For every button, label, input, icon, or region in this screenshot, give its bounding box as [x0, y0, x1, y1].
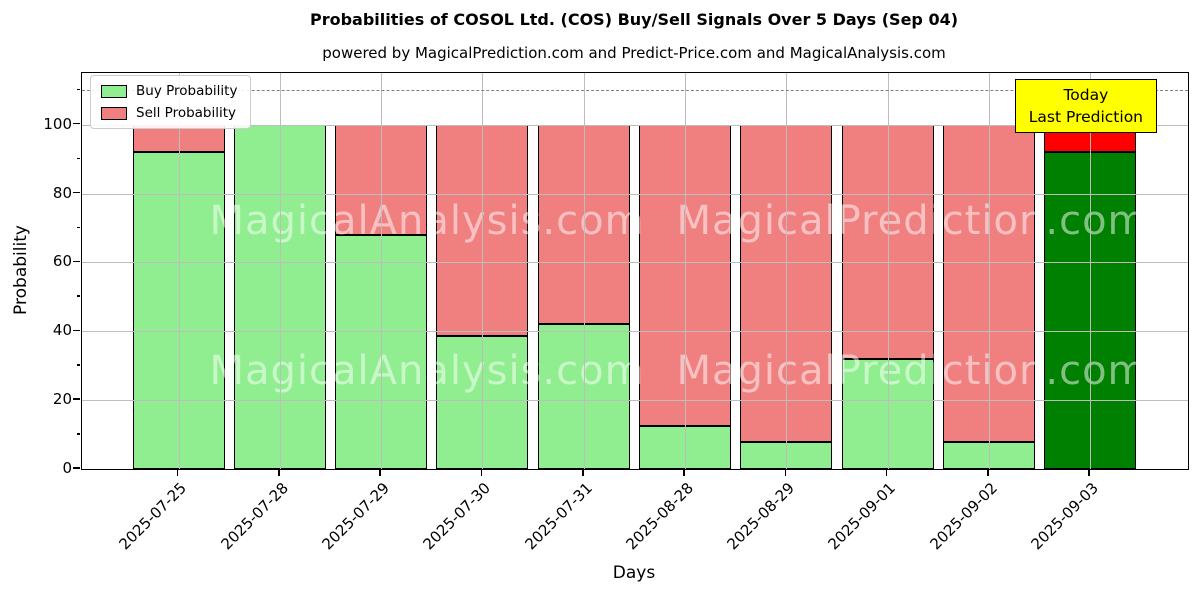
y-minor-tick-110	[76, 88, 80, 91]
x-tick-label-2025-08-29: 2025-08-29	[723, 479, 799, 554]
sell-color-swatch	[101, 106, 127, 120]
x-tick-label-2025-07-28: 2025-07-28	[217, 479, 292, 554]
today-annotation: Today Last Prediction	[1014, 79, 1157, 133]
annotation-line-1: Today	[1063, 86, 1109, 104]
x-tick-label-2025-08-28: 2025-08-28	[622, 479, 697, 554]
gridline-h-60	[82, 262, 1188, 264]
y-tick-label-20: 20	[52, 390, 72, 409]
x-tick-label-2025-09-02: 2025-09-02	[926, 479, 1001, 554]
y-tick-label-100: 100	[43, 114, 72, 133]
chart-subtitle: powered by MagicalPrediction.com and Pre…	[322, 44, 946, 62]
y-minor-tick-50	[76, 295, 80, 297]
watermark-text: MagicalPrediction.com	[676, 348, 1148, 394]
y-tick-80	[73, 191, 80, 194]
gridline-h-40	[82, 331, 1188, 333]
gridline-v-2025-07-28	[279, 73, 281, 469]
watermark-text: MagicalPrediction.com	[676, 198, 1148, 244]
gridline-v-2025-08-29	[786, 73, 788, 469]
x-tick-label-2025-07-30: 2025-07-30	[419, 479, 495, 554]
y-minor-tick-10	[76, 433, 80, 435]
legend-item-sell: Sell Probability	[101, 105, 237, 121]
y-tick-0	[73, 467, 80, 469]
y-tick-100	[73, 122, 80, 125]
legend-label-sell: Sell Probability	[136, 105, 237, 121]
legend-item-buy: Buy Probability	[101, 83, 237, 99]
y-tick-label-40: 40	[52, 321, 72, 340]
buy-color-swatch	[101, 84, 127, 98]
gridline-v-2025-07-31	[583, 73, 585, 469]
gridline-h-100	[82, 124, 1188, 126]
plot-area: MagicalAnalysis.com MagicalPrediction.com…	[81, 72, 1189, 470]
gridline-v-2025-07-30	[482, 73, 484, 469]
y-tick-40	[73, 329, 80, 331]
watermark-text: MagicalAnalysis.com	[209, 198, 645, 244]
x-tick-2025-08-29	[784, 469, 786, 476]
y-tick-60	[73, 260, 80, 263]
gridline-v-2025-09-02	[988, 73, 990, 469]
y-minor-tick-70	[76, 226, 80, 228]
legend-label-buy: Buy Probability	[136, 83, 238, 99]
x-tick-2025-07-30	[480, 469, 483, 476]
gridline-v-2025-07-29	[381, 73, 383, 469]
gridline-v-2025-08-28	[685, 73, 686, 469]
x-tick-2025-08-28	[683, 469, 685, 476]
x-tick-label-2025-07-31: 2025-07-31	[521, 479, 596, 554]
x-tick-2025-07-28	[278, 469, 280, 476]
x-tick-2025-07-25	[176, 469, 179, 476]
x-tick-label-2025-07-25: 2025-07-25	[115, 479, 191, 554]
x-tick-label-2025-09-03: 2025-09-03	[1027, 479, 1102, 554]
x-tick-2025-07-31	[582, 469, 584, 476]
x-tick-label-2025-09-01: 2025-09-01	[824, 479, 900, 554]
y-tick-label-60: 60	[52, 252, 72, 271]
y-tick-label-0: 0	[62, 459, 72, 477]
x-axis-label: Days	[612, 563, 656, 583]
gridline-h-80	[82, 193, 1188, 195]
y-minor-tick-30	[76, 364, 80, 366]
annotation-line-2: Last Prediction	[1028, 108, 1143, 126]
legend: Buy Probability Sell Probability	[90, 75, 252, 129]
x-tick-2025-09-02	[987, 469, 989, 476]
y-tick-20	[73, 398, 80, 400]
reference-dashed-line	[82, 90, 1188, 92]
x-tick-2025-09-03	[1088, 469, 1090, 476]
y-tick-label-80: 80	[52, 183, 72, 202]
gridline-v-2025-07-25	[178, 73, 180, 469]
x-tick-label-2025-07-29: 2025-07-29	[318, 479, 393, 554]
watermark-text: MagicalAnalysis.com	[209, 348, 645, 394]
gridline-v-2025-09-03	[1090, 73, 1092, 469]
gridline-v-2025-09-01	[887, 73, 889, 469]
y-minor-tick-90	[76, 157, 80, 160]
x-tick-2025-07-29	[379, 469, 381, 476]
gridline-h-20	[82, 400, 1188, 402]
x-tick-2025-09-01	[885, 469, 888, 476]
chart-title: Probabilities of COSOL Ltd. (COS) Buy/Se…	[309, 10, 959, 29]
